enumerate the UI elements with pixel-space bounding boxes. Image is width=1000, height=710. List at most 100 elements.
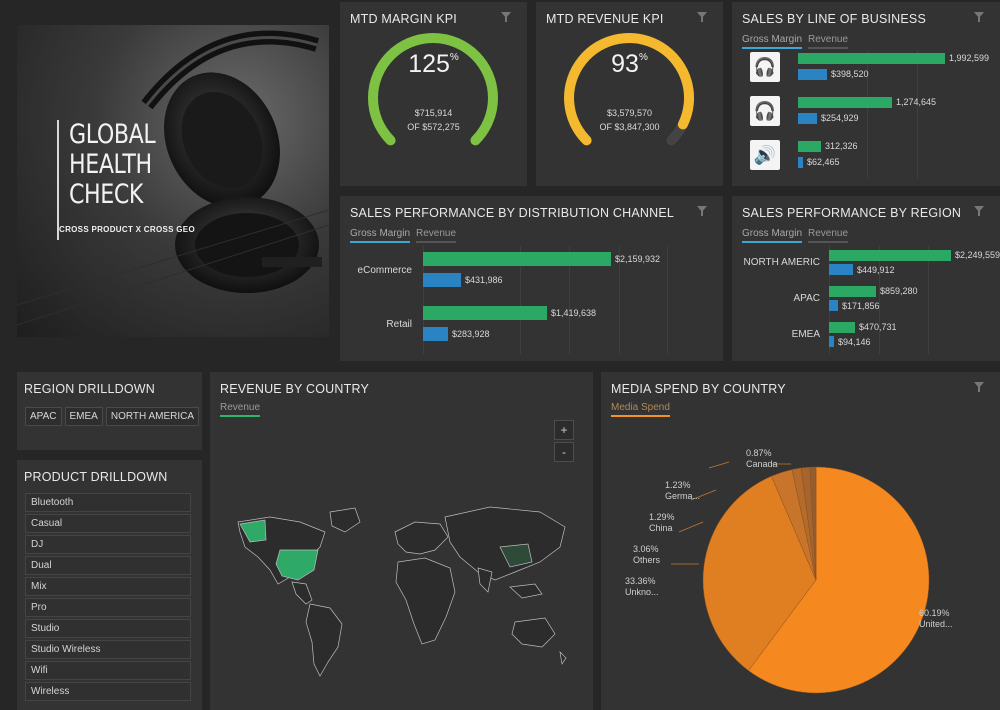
product-list-item[interactable]: Wireless <box>25 682 191 701</box>
filter-icon[interactable] <box>974 382 984 392</box>
product-list-item[interactable]: Pro <box>25 598 191 617</box>
product-list-item[interactable]: Wifi <box>25 661 191 680</box>
category-label: eCommerce <box>357 265 412 276</box>
line-of-business-panel: SALES BY LINE OF BUSINESS Gross Margin R… <box>732 2 1000 186</box>
tab-revenue[interactable]: Revenue <box>220 402 261 417</box>
gross-margin-bar[interactable] <box>798 97 892 108</box>
panel-title: MTD REVENUE KPI <box>546 12 664 26</box>
headphones-icon: 🎧 <box>750 96 780 126</box>
map-africa <box>395 557 456 645</box>
tab-gross-margin[interactable]: Gross Margin <box>742 34 803 49</box>
tab-gross-margin[interactable]: Gross Margin <box>742 228 803 243</box>
product-list-item[interactable]: Studio <box>25 619 191 638</box>
metric-tabs: Revenue <box>220 402 261 417</box>
gross-margin-bar[interactable] <box>829 286 876 297</box>
revenue-percent: 93% <box>611 50 648 78</box>
tab-gross-margin[interactable]: Gross Margin <box>350 228 411 243</box>
metric-tabs: Gross Margin Revenue <box>742 228 849 243</box>
gross-margin-value: 1,274,645 <box>896 97 937 107</box>
revenue-bar[interactable] <box>423 273 461 287</box>
pie-slice-label: 33.36% Unkno... <box>625 576 659 597</box>
margin-gauge <box>368 32 498 146</box>
margin-percent: 125% <box>408 50 459 78</box>
map-china-highlight <box>499 543 533 568</box>
revenue-value: $171,856 <box>842 301 880 311</box>
product-list-item[interactable]: Bluetooth <box>25 493 191 512</box>
tab-revenue[interactable]: Revenue <box>808 228 849 243</box>
revenue-bar[interactable] <box>829 300 838 311</box>
map-south-america <box>305 603 343 677</box>
speakers-icon: 🔊 <box>750 140 780 170</box>
chip-apac[interactable]: APAC <box>25 407 62 426</box>
zoom-out-button[interactable]: - <box>554 442 574 462</box>
map-asia <box>444 506 566 581</box>
pie-slice-label: 1.29% China <box>649 512 675 533</box>
filter-icon[interactable] <box>974 12 984 22</box>
gross-margin-bar[interactable] <box>798 141 821 152</box>
revenue-bar[interactable] <box>829 336 834 347</box>
media-spend-pie <box>671 461 930 694</box>
map-southeast-asia <box>509 583 543 599</box>
panel-title: MTD MARGIN KPI <box>350 12 457 26</box>
metric-tabs: Gross Margin Revenue <box>742 34 849 49</box>
pie-slice-label: 1.23% Germa... <box>665 480 701 501</box>
filter-icon[interactable] <box>697 206 707 216</box>
chip-north-america[interactable]: NORTH AMERICA <box>105 407 200 426</box>
gross-margin-bar[interactable] <box>829 250 951 261</box>
revenue-bar[interactable] <box>423 327 448 341</box>
revenue-value: $3,579,570 <box>606 108 653 118</box>
revenue-value: $283,928 <box>452 329 490 339</box>
filter-icon[interactable] <box>501 12 511 22</box>
pie-slice[interactable] <box>748 466 930 694</box>
revenue-bar[interactable] <box>829 264 853 275</box>
pie-slice[interactable] <box>702 475 817 671</box>
region-chips: APAC EMEA NORTH AMERICA <box>25 406 202 426</box>
pie-slice-label: 60.19% United... <box>919 608 953 629</box>
revenue-bar[interactable] <box>798 157 803 168</box>
filter-icon[interactable] <box>697 12 707 22</box>
tab-revenue[interactable]: Revenue <box>416 228 457 243</box>
earbuds-icon: 🎧 <box>750 52 780 82</box>
distribution-panel: SALES PERFORMANCE BY DISTRIBUTION CHANNE… <box>340 196 723 361</box>
product-list-item[interactable]: Dual <box>25 556 191 575</box>
panel-title: REVENUE BY COUNTRY <box>220 382 370 396</box>
category-label: NORTH AMERIC <box>743 257 821 268</box>
region-panel: SALES PERFORMANCE BY REGION Gross Margin… <box>732 196 1000 361</box>
filter-icon[interactable] <box>974 206 984 216</box>
gross-margin-value: $2,249,559 <box>955 250 1000 260</box>
tab-revenue[interactable]: Revenue <box>808 34 849 49</box>
world-map[interactable] <box>210 372 593 710</box>
zoom-in-button[interactable]: + <box>554 420 574 440</box>
pie-slice[interactable] <box>809 466 817 581</box>
tab-media-spend[interactable]: Media Spend <box>611 402 670 417</box>
revenue-kpi-panel: MTD REVENUE KPI 93% $3,579,570 OF $3,847… <box>536 2 723 186</box>
gross-margin-bar[interactable] <box>829 322 855 333</box>
gross-margin-bar[interactable] <box>798 53 945 64</box>
revenue-value: $94,146 <box>838 337 871 347</box>
gross-margin-bar[interactable] <box>423 252 611 266</box>
revenue-bar[interactable] <box>798 69 827 80</box>
panel-title: SALES PERFORMANCE BY REGION <box>742 206 962 220</box>
product-drilldown-panel: PRODUCT DRILLDOWN Bluetooth Casual DJ Dual M… <box>17 460 202 710</box>
map-central-america <box>291 581 313 605</box>
gross-margin-value: $470,731 <box>859 322 897 332</box>
hero-title: GLOBAL HEALTH CHECK <box>69 119 156 210</box>
media-spend-panel: MEDIA SPEND BY COUNTRY Media Spend 60.19… <box>601 372 1000 710</box>
region-drilldown-panel: REGION DRILLDOWN APAC EMEA NORTH AMERICA <box>17 372 202 450</box>
revenue-value: $62,465 <box>807 157 840 167</box>
gross-margin-bar[interactable] <box>423 306 547 320</box>
product-list-item[interactable]: Mix <box>25 577 191 596</box>
revenue-bar[interactable] <box>798 113 817 124</box>
map-usa-highlight <box>275 549 319 581</box>
product-list-item[interactable]: DJ <box>25 535 191 554</box>
map-australia <box>511 617 556 648</box>
panel-title: SALES BY LINE OF BUSINESS <box>742 12 927 26</box>
revenue-value: $449,912 <box>857 265 895 275</box>
hero-accent-bar <box>57 120 59 240</box>
category-label: APAC <box>793 293 821 304</box>
product-list-item[interactable]: Casual <box>25 514 191 533</box>
chip-emea[interactable]: EMEA <box>64 407 103 426</box>
revenue-value: $398,520 <box>831 69 869 79</box>
panel-title: SALES PERFORMANCE BY DISTRIBUTION CHANNE… <box>350 206 675 220</box>
product-list-item[interactable]: Studio Wireless <box>25 640 191 659</box>
